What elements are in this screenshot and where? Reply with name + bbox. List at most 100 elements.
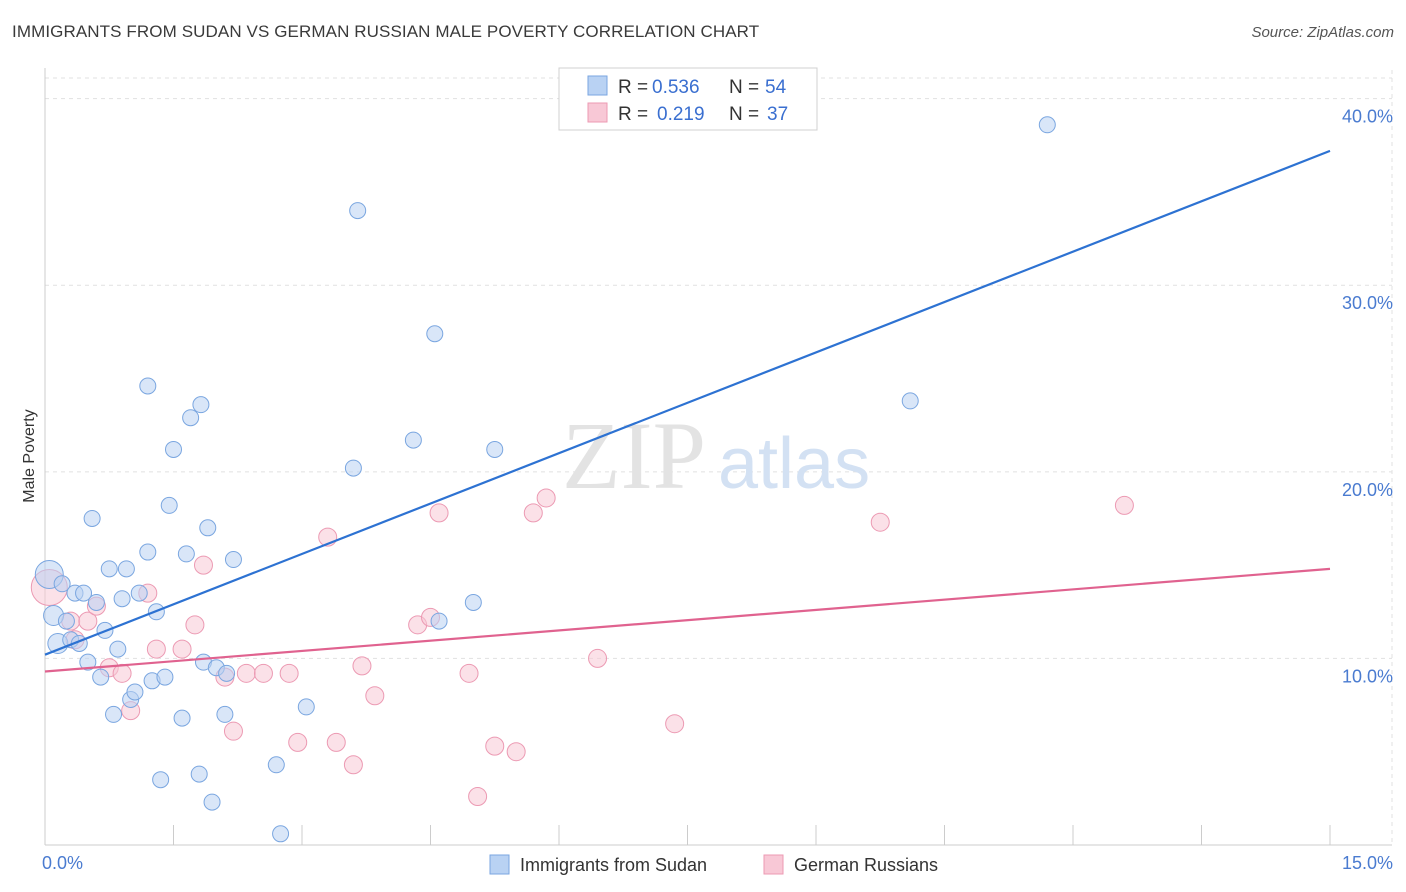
series-legend: Immigrants from Sudan German Russians [489,854,938,875]
german-russian-point-28 [468,786,488,806]
german-russian-point-29 [485,736,505,756]
german-russian-point-21 [343,755,363,775]
sudan-point-4 [57,612,75,630]
sudan-point-49 [430,612,448,630]
sudan-point-26 [152,771,170,789]
sudan-point-11 [87,593,105,611]
legend-r-label-1: R = [618,77,648,98]
x-tick-label-1: 15.0% [1342,853,1393,873]
sudan-point-39 [216,705,234,723]
sudan-point-8 [75,584,93,602]
sudan-point-14 [100,560,118,578]
sudan-point-42 [267,756,285,774]
sudan-point-51 [486,440,504,458]
sudan-point-18 [117,560,135,578]
bottom-legend-german: German Russians [794,855,938,875]
german-russian-point-22 [352,656,372,676]
sudan-point-16 [109,640,127,658]
german-russian-point-12 [193,555,213,575]
grid-lines [45,70,1393,845]
legend-r-value-2: 0.219 [657,104,705,125]
source-label: Source: ZipAtlas.com [1251,24,1394,41]
sudan-point-23 [139,377,157,395]
legend-swatch-sudan [587,75,608,96]
sudan-point-46 [349,202,367,220]
axes [44,68,1392,846]
sudan-point-45 [344,459,362,477]
sudan-point-31 [177,545,195,563]
german-russian-point-11 [185,615,205,635]
bottom-legend-sudan: Immigrants from Sudan [520,855,707,875]
y-axis-label: Male Poverty [21,409,38,502]
german-russian-point-30 [506,742,526,762]
sudan-points [34,116,1056,843]
sudan-point-48 [426,325,444,343]
sudan-point-52 [901,392,919,410]
sudan-point-43 [272,825,290,843]
legend-n-value-1: 54 [765,77,787,98]
german-russian-trend-line [44,567,1331,673]
sudan-trend-line [44,149,1331,656]
german-russian-point-32 [536,488,556,508]
watermark-atlas: atlas [718,424,870,504]
german-russian-point-17 [279,663,299,683]
legend-n-value-2: 37 [767,104,788,125]
sudan-point-30 [173,709,191,727]
sudan-point-36 [199,519,217,537]
sudan-point-47 [404,431,422,449]
german-russian-point-10 [172,639,192,659]
german-russian-point-15 [236,663,256,683]
sudan-point-50 [464,593,482,611]
german-russians-points [30,488,1134,806]
sudan-point-17 [113,590,131,608]
german-russian-point-36 [1114,495,1134,515]
german-russian-point-35 [870,512,890,532]
sudan-point-12 [92,668,110,686]
legend-r-label-2: R = [618,104,648,125]
german-russian-point-20 [326,732,346,752]
bottom-legend-swatch-sudan [489,854,510,875]
legend-n-label-2: N = [729,104,759,125]
german-russian-point-26 [429,503,449,523]
german-russian-point-14 [223,721,243,741]
german-russian-point-27 [459,663,479,683]
chart-title: IMMIGRANTS FROM SUDAN VS GERMAN RUSSIAN … [12,22,760,41]
sudan-point-44 [297,698,315,716]
watermark-zip: ZIP [562,402,706,509]
sudan-point-40 [218,664,236,682]
legend-swatch-german [587,102,608,123]
sudan-point-29 [165,440,182,458]
watermark: ZIP atlas [562,402,870,509]
y-tick-labels: 10.0% 20.0% 30.0% 40.0% [1342,107,1393,687]
sudan-point-53 [1038,116,1056,134]
sudan-point-37 [203,793,221,811]
german-russian-point-23 [365,686,385,706]
sudan-point-32 [182,409,200,427]
sudan-point-22 [139,543,157,561]
sudan-point-27 [156,668,174,686]
german-russian-point-9 [146,639,166,659]
x-tick-labels: 0.0% 15.0% [42,853,1393,873]
stats-legend: R = 0.536 N = 54 R = 0.219 N = 37 [558,67,818,131]
sudan-point-20 [126,683,144,701]
german-russian-point-6 [112,663,132,683]
sudan-point-41 [224,551,242,569]
sudan-point-15 [105,705,123,723]
sudan-point-21 [130,584,148,602]
german-russian-point-3 [78,611,98,631]
y-tick-label-1: 20.0% [1342,480,1393,500]
sudan-point-3 [53,575,71,593]
german-russian-point-18 [288,732,308,752]
sudan-point-28 [160,496,178,514]
german-russian-point-16 [253,663,273,683]
legend-n-label-1: N = [729,77,759,98]
bottom-legend-swatch-german [763,854,784,875]
sudan-point-34 [192,396,210,414]
german-russian-point-34 [665,714,685,734]
y-tick-label-3: 40.0% [1342,107,1393,127]
sudan-point-10 [83,509,101,527]
x-tick-label-0: 0.0% [42,853,83,873]
trend-lines [44,149,1331,673]
sudan-point-9 [79,653,97,671]
